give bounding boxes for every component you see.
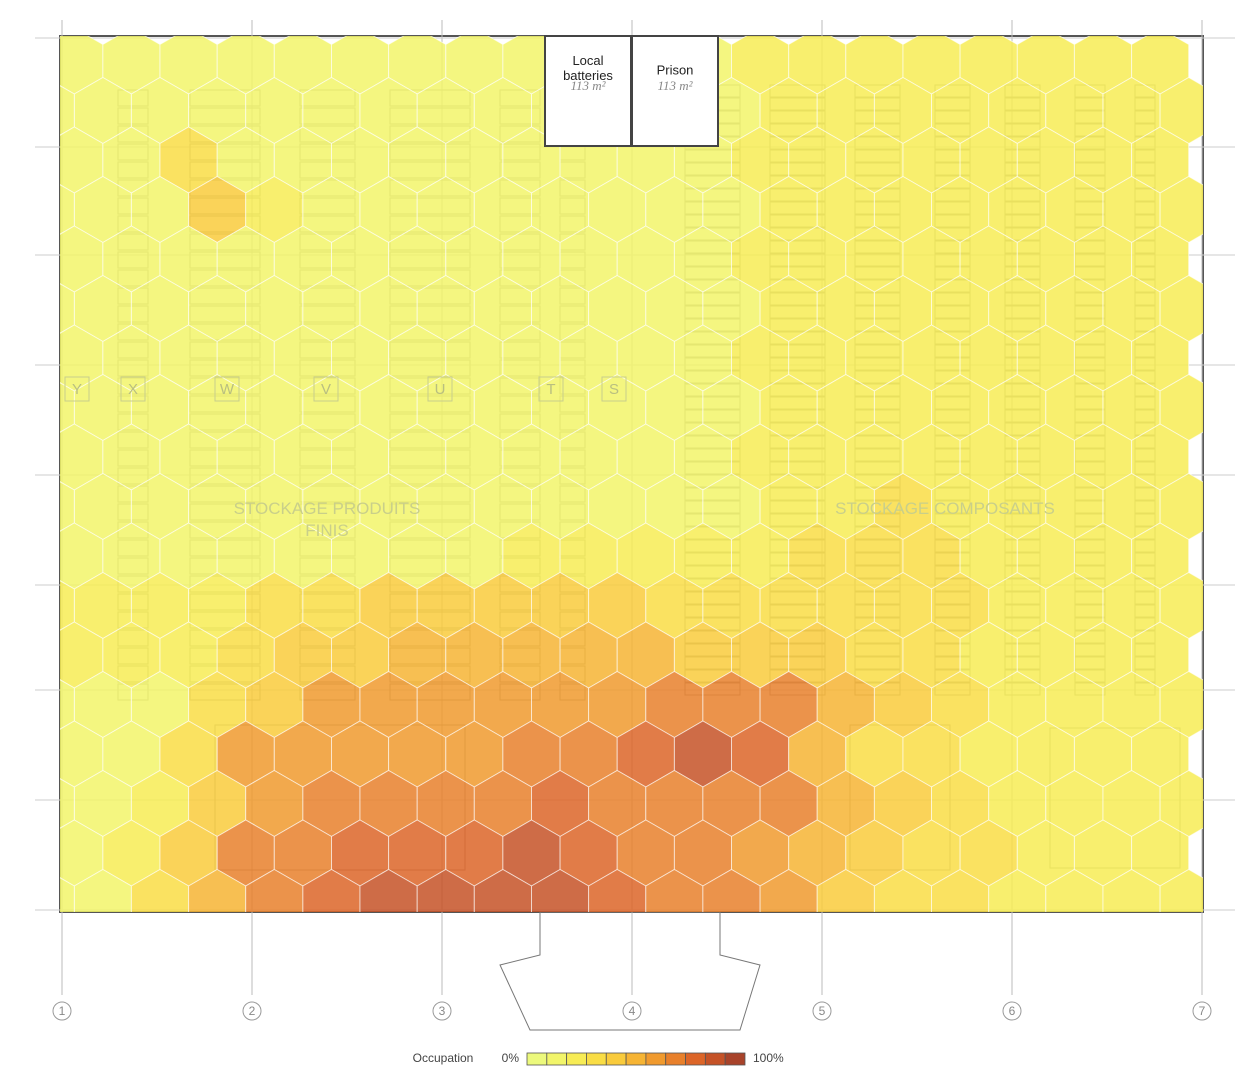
axis-label: 4	[629, 1004, 636, 1018]
axis-label: 1	[59, 1004, 66, 1018]
heat-cell	[60, 283, 75, 334]
legend-min: 0%	[502, 1051, 520, 1065]
aisle-box	[538, 376, 564, 402]
axis-bubble	[812, 1001, 832, 1021]
aisle-label: Y	[72, 381, 82, 398]
axis-label: 6	[1009, 1004, 1016, 1018]
heat-cell	[60, 184, 75, 235]
heat-cell	[60, 679, 75, 730]
axis-label: 5	[819, 1004, 826, 1018]
legend-max: 100%	[753, 1051, 784, 1065]
aisle-box	[214, 376, 240, 402]
legend-swatch	[526, 1052, 548, 1066]
legend-swatch	[724, 1052, 746, 1066]
axis-bubble	[52, 1001, 72, 1021]
aisle-box	[601, 376, 627, 402]
axis-bubble	[242, 1001, 262, 1021]
legend-swatch	[546, 1052, 568, 1066]
zone-label: STOCKAGE PRODUITS FINIS	[234, 499, 421, 540]
legend-swatch	[566, 1052, 587, 1066]
legend-swatch	[704, 1052, 726, 1066]
heat-cell	[60, 382, 75, 433]
legend-swatch	[665, 1052, 686, 1066]
legend-swatch	[605, 1052, 627, 1066]
aisle-label: X	[128, 381, 138, 398]
axis-bubble	[1192, 1001, 1212, 1021]
heat-cell	[60, 580, 75, 631]
room	[544, 35, 632, 147]
aisle-box	[313, 376, 339, 402]
heat-cell	[60, 481, 75, 532]
entrance-building	[499, 911, 761, 1031]
heat-cell	[1159, 868, 1203, 912]
room-area: 113 m²	[570, 78, 606, 93]
aisle-box	[64, 376, 90, 402]
aisle-label: S	[609, 381, 619, 398]
aisle-box	[120, 376, 146, 402]
legend-swatch	[645, 1052, 667, 1066]
room	[631, 35, 719, 147]
axis-label: 3	[439, 1004, 446, 1018]
heat-cell	[60, 877, 75, 912]
axis-label: 2	[249, 1004, 256, 1018]
aisle-label: V	[321, 381, 331, 398]
legend-swatch	[586, 1052, 607, 1066]
legend-swatch	[625, 1052, 647, 1066]
aisle-label: U	[435, 381, 446, 398]
legend-title: Occupation	[413, 1051, 474, 1065]
heat-cell	[60, 778, 75, 829]
axis-bubble	[622, 1001, 642, 1021]
legend-swatch	[685, 1052, 706, 1066]
zone-label: STOCKAGE COMPOSANTS	[835, 499, 1055, 518]
aisle-label: W	[220, 381, 235, 398]
room-area: 113 m²	[657, 78, 693, 93]
room-label: Prison	[657, 62, 694, 77]
aisle-label: T	[546, 381, 555, 398]
axis-bubble	[432, 1001, 452, 1021]
aisle-box	[427, 376, 453, 402]
axis-bubble	[1002, 1001, 1022, 1021]
axis-label: 7	[1199, 1004, 1206, 1018]
room-label: Local batteries	[563, 53, 613, 83]
heatmap	[60, 36, 1203, 912]
heat-cell	[60, 85, 75, 136]
